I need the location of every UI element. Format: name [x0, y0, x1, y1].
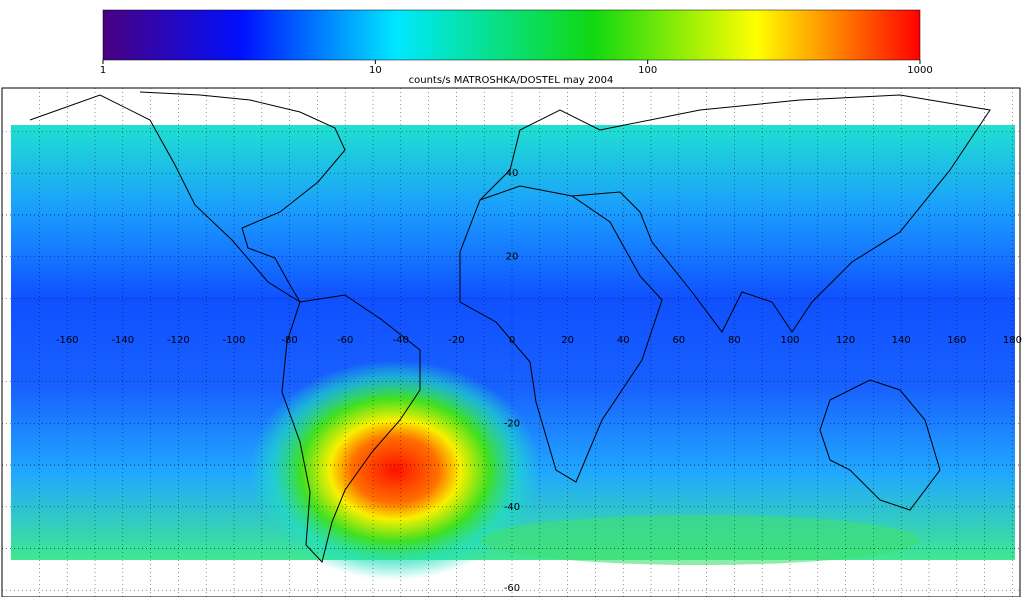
- lon-label: -140: [111, 335, 134, 346]
- lon-label: -40: [393, 335, 409, 346]
- south-atlantic-anomaly: [250, 360, 540, 580]
- lon-label: -60: [337, 335, 353, 346]
- lon-label: 100: [780, 335, 799, 346]
- lon-label: 40: [617, 335, 630, 346]
- colorbar: [102, 9, 921, 61]
- lon-label: -160: [56, 335, 79, 346]
- australia: [819, 379, 941, 511]
- lon-label: -100: [223, 335, 246, 346]
- colorbar-title: counts/s MATROSHKA/DOSTEL may 2004: [409, 75, 614, 86]
- lon-label: 160: [947, 335, 966, 346]
- lat-label: -40: [504, 502, 520, 513]
- south-america: [281, 294, 421, 564]
- lat-label: -60: [504, 583, 520, 594]
- lon-label: 140: [892, 335, 911, 346]
- lon-label: 0: [509, 335, 515, 346]
- lon-label: 120: [836, 335, 855, 346]
- lon-label: 180: [1003, 335, 1022, 346]
- lon-label: 60: [672, 335, 685, 346]
- coastlines: [29, 91, 991, 564]
- lon-label: -80: [281, 335, 297, 346]
- eurasia: [479, 94, 991, 333]
- lat-label: 40: [506, 168, 519, 179]
- lat-label: -20: [504, 418, 520, 429]
- africa: [459, 185, 663, 483]
- southern-belt: [480, 515, 920, 565]
- lon-label: -120: [167, 335, 190, 346]
- colorbar-tick-label: 1000: [907, 65, 932, 76]
- lon-label: -20: [448, 335, 464, 346]
- lat-label: 20: [506, 252, 519, 263]
- lon-label: 80: [728, 335, 741, 346]
- colorbar-tick-label: 10: [369, 65, 382, 76]
- lon-label: 20: [561, 335, 574, 346]
- colorbar-tick-label: 1: [100, 65, 106, 76]
- colorbar-tick-label: 100: [638, 65, 657, 76]
